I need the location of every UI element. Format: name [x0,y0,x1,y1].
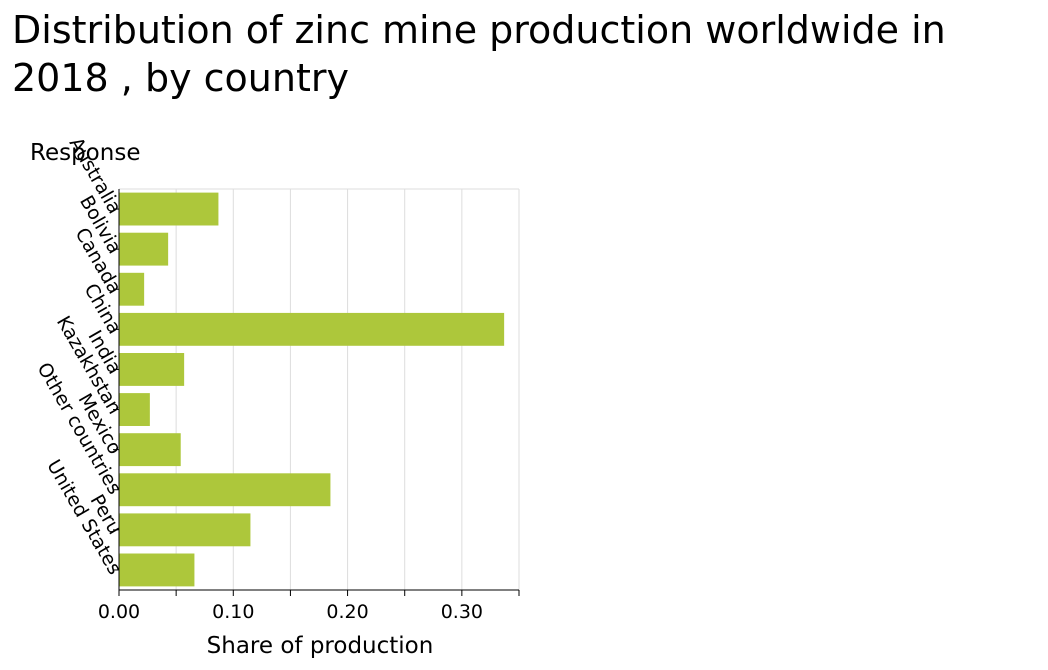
x-tick-label: 0.00 [98,601,140,623]
x-axis-title: Share of production [207,633,434,659]
bar [119,513,251,547]
bar [119,473,331,507]
tick-labels: 0.00 0.10 0.20 0.30AustraliaBoliviaCanadaCh… [33,134,483,623]
grid-lines [119,188,520,590]
bar [119,393,150,426]
x-tick-label: 0.30 [441,601,483,623]
bar [119,232,169,266]
bar [119,312,505,346]
bar [119,553,195,587]
bar [119,433,181,467]
bar [119,272,145,306]
x-tick-label: 0.20 [326,601,368,623]
x-tick-label: 0.10 [212,601,254,623]
chart-title: Distribution of zinc mine production wor… [12,8,946,100]
bar [119,192,219,226]
axes [113,189,520,596]
bars [119,192,505,587]
y-axis-title: Response [30,140,140,166]
bar [119,353,185,386]
